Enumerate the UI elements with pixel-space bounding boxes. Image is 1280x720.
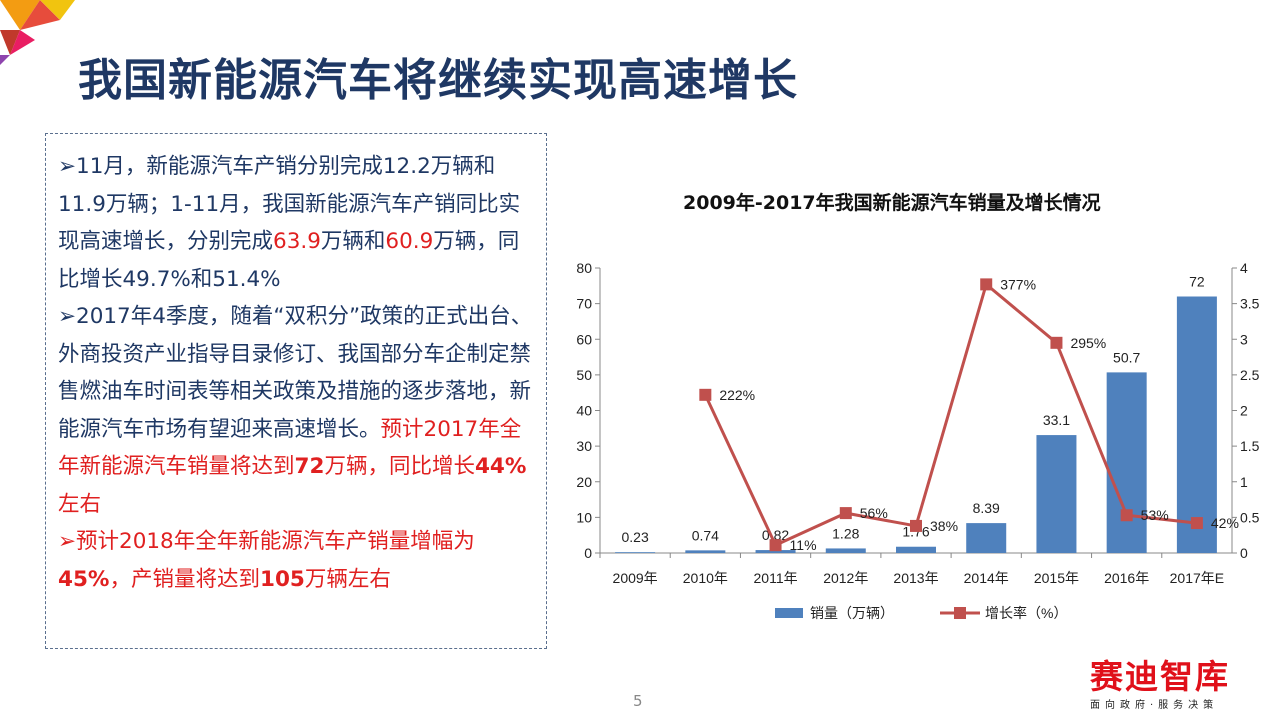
text-segment: 预计2017年全年新能源汽车销量将达到 [58, 416, 522, 480]
growth-line [703, 281, 1198, 548]
line-marker [1050, 336, 1063, 349]
line-data-label: 11% [790, 537, 817, 553]
bar-data-label: 72 [1189, 274, 1205, 290]
legend-bar-swatch [775, 608, 803, 618]
bar-data-label: 0.74 [692, 527, 719, 543]
right-tick-label: 1 [1240, 474, 1248, 490]
bullet-paragraph: ➢2017年4季度，随着“双积分”政策的正式出台、外商投资产业指导目录修订、我国… [58, 298, 536, 523]
text-segment: 万辆左右 [304, 566, 391, 592]
bar-data-label: 33.1 [1043, 412, 1070, 428]
left-tick-label: 0 [584, 545, 592, 561]
x-tick-label: 2009年 [613, 570, 658, 586]
line-marker [910, 519, 922, 532]
right-tick-label: 0.5 [1240, 509, 1260, 525]
left-tick-label: 50 [576, 367, 592, 383]
left-tick-label: 10 [576, 509, 592, 525]
right-tick-label: 4 [1240, 260, 1248, 276]
bar [1106, 372, 1147, 553]
line-marker [1190, 517, 1203, 530]
bar [755, 550, 796, 553]
bar [825, 548, 866, 553]
line-data-label: 222% [719, 387, 755, 403]
x-tick-label: 2011年 [754, 570, 798, 586]
line-data-label: 295% [1070, 335, 1106, 351]
bar [896, 546, 936, 553]
text-segment: 60.9 [385, 229, 434, 254]
left-tick-label: 70 [576, 296, 592, 312]
right-tick-label: 3.5 [1240, 296, 1260, 312]
left-tick-label: 40 [576, 403, 592, 419]
line-data-label: 377% [1000, 276, 1036, 292]
line-marker [980, 278, 993, 291]
x-tick-label: 2013年 [893, 570, 938, 586]
left-tick-label: 80 [576, 260, 592, 276]
bar-data-label: 50.7 [1113, 349, 1140, 365]
bar [1036, 435, 1077, 553]
text-segment: 左右 [58, 491, 102, 517]
text-segment: 万辆和 [320, 229, 386, 254]
bar [966, 523, 1007, 553]
right-tick-label: 0 [1240, 545, 1248, 561]
right-tick-label: 1.5 [1240, 438, 1260, 454]
line-marker [1120, 509, 1133, 522]
text-segment: 72 [294, 454, 325, 479]
line-data-label: 53% [1141, 507, 1169, 523]
left-tick-label: 30 [576, 438, 592, 454]
line-marker [769, 539, 782, 552]
x-tick-label: 2014年 [964, 570, 1009, 586]
bar-data-label: 8.39 [973, 500, 1000, 516]
legend-bar-label: 销量（万辆） [810, 605, 894, 621]
x-tick-label: 2010年 [683, 570, 728, 586]
brand-logo: 赛迪智库 面向政府·服务决策 [1090, 650, 1230, 711]
text-segment: 105 [259, 566, 305, 592]
line-data-label: 38% [930, 518, 958, 534]
text-segment: ➢11月，新能源汽车产销分别完成12.2万辆和11.9万辆；1-11月，我国新能… [58, 154, 521, 254]
bar-data-label: 0.23 [621, 529, 648, 545]
bar [615, 552, 656, 553]
legend-line-label: 增长率（%） [985, 605, 1067, 621]
page-title: 我国新能源汽车将继续实现高速增长 [78, 55, 798, 106]
x-tick-label: 2015年 [1034, 570, 1079, 586]
text-segment: 万辆，同比增长 [324, 454, 475, 479]
line-data-label: 42% [1211, 515, 1239, 531]
logo-decoration [0, 0, 75, 65]
text-segment: 44% [474, 454, 527, 479]
right-tick-label: 2.5 [1240, 367, 1260, 383]
x-tick-label: 2017年E [1170, 570, 1224, 586]
text-segment: ➢2017年4季度，随着“双积分”政策的正式出台、外商投资产业指导目录修订、我国… [58, 304, 533, 442]
left-tick-label: 60 [576, 331, 592, 347]
text-segment: 万辆，同比增长49.7%和51.4% [58, 229, 520, 292]
line-marker [699, 388, 712, 401]
left-tick-label: 20 [576, 474, 592, 490]
legend-line-marker [954, 607, 966, 619]
x-tick-label: 2016年 [1104, 570, 1149, 586]
chart-title: 2009年-2017年我国新能源汽车销量及增长情况 [683, 192, 1101, 214]
text-segment: 63.9 [273, 229, 321, 254]
line-marker [839, 507, 852, 520]
page-number: 5 [633, 692, 643, 710]
logo-name: 赛迪智库 [1090, 657, 1230, 696]
bullet-paragraph: ➢预计2018年全年新能源汽车产销量增幅为 45%，产销量将达到105万辆左右 [58, 523, 536, 598]
text-segment: ，产销量将达到 [109, 566, 260, 592]
bar [1176, 296, 1217, 553]
logo-tagline: 面向政府·服务决策 [1090, 700, 1219, 711]
x-tick-label: 2012年 [823, 570, 868, 586]
right-tick-label: 2 [1240, 403, 1248, 419]
bullet-paragraph: ➢11月，新能源汽车产销分别完成12.2万辆和11.9万辆；1-11月，我国新能… [58, 148, 536, 298]
text-segment: ➢预计2018年全年新能源汽车产销量增幅为 [58, 529, 475, 554]
bar-data-label: 1.28 [832, 525, 859, 541]
bar [685, 550, 726, 553]
text-box: ➢11月，新能源汽车产销分别完成12.2万辆和11.9万辆；1-11月，我国新能… [45, 133, 547, 649]
line-data-label: 56% [860, 505, 888, 521]
right-tick-label: 3 [1240, 331, 1248, 347]
text-segment: 45% [58, 566, 110, 592]
